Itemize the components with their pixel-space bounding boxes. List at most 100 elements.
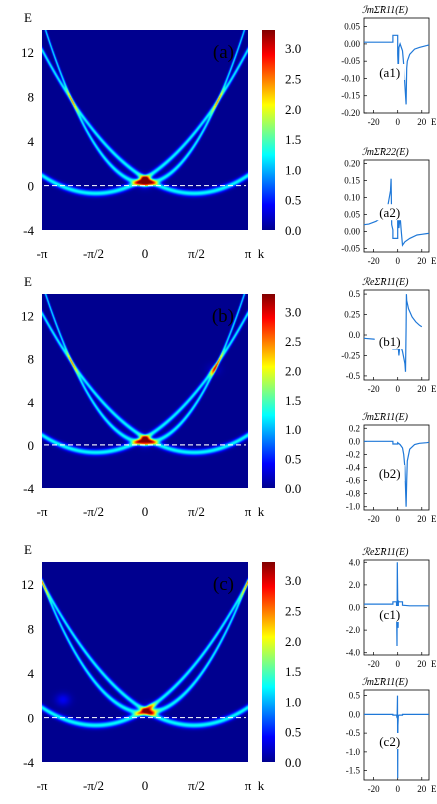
y-tick-label: 8 [28,352,35,367]
colorbar-tick-label: 0.0 [285,223,301,238]
line-panel-6: ℐmΣ̃R11(E)0.5 0.0 -0.5 -1.0 -1.5 -20 0 20 E (c2) [346,677,437,794]
heatmap-panel-1: (a) 12 8 4 0 -4 E -π -π/2 0 π/2 π k 3.0 2.5 2.0 1.5 1.0 0.… [21,10,301,261]
y-tick-label: -4 [23,481,34,496]
y-tick-label: 0.0 [349,330,361,340]
heatmap-image [42,30,248,230]
colorbar-tick-label: 1.0 [285,694,301,709]
y-tick-label: -0.5 [346,728,361,738]
x-axis-label: E [431,514,437,524]
colorbar-tick-label: 0.5 [285,725,301,740]
y-tick-label: -0.05 [341,244,360,254]
y-axis-label: E [24,274,32,289]
y-tick-label: -1.5 [346,766,361,776]
panel-label-box [374,64,405,80]
x-tick-label: -π/2 [83,246,104,261]
x-tick-label: 20 [417,784,427,794]
y-tick-label: -0.8 [346,489,361,499]
heatmap-panel-2: (b) 12 8 4 0 -4 E -π -π/2 0 π/2 π k 3.0 2.5 2.0 1.5 1.0 0.… [21,274,301,519]
colorbar [262,30,275,230]
series-line [364,440,430,507]
colorbar-tick-label: 1.0 [285,422,301,437]
panel-label-box [374,606,405,622]
x-tick-label: π [245,778,252,793]
panel-label-box [374,733,405,749]
x-tick-label: 0 [142,246,149,261]
heatmap-panel-3: (c) 12 8 4 0 -4 E -π -π/2 0 π/2 π k 3.0 2.5 2.0 1.5 1.0 0.… [21,542,301,793]
plot-title: ℐmΣ̃R11(E) [362,5,409,16]
y-tick-label: 0.5 [349,691,361,701]
y-tick-label: -0.05 [341,56,360,66]
y-tick-label: 0.0 [349,436,361,446]
line-panel-5: ℛeΣ̃R11(E)4.0 2.0 0.0 -2.0 -4.0 -20 0 20 E (c1) [346,547,437,669]
y-tick-label: 0.0 [349,603,361,613]
x-tick-label: 0 [395,117,400,127]
colorbar-tick-label: 0.0 [285,481,301,496]
y-tick-label: 4 [28,395,35,410]
colorbar-tick-label: 3.0 [285,41,301,56]
x-axis-label: k [258,778,265,793]
panel-label-box [374,333,405,349]
panel-label: (a2) [379,205,400,220]
x-tick-label: -20 [368,117,380,127]
panel-label: (a1) [379,65,400,80]
panel-label: (a) [213,42,234,63]
panel-label-box [374,465,405,481]
panel-label: (b) [212,306,234,327]
colorbar-tick-label: 0.5 [285,193,301,208]
y-tick-label: -4 [23,223,34,238]
x-tick-label: 20 [417,117,427,127]
y-axis-label: E [24,10,32,25]
x-tick-label: 20 [417,659,427,669]
y-tick-label: -4 [23,755,34,770]
x-tick-label: -20 [368,514,380,524]
y-tick-label: 0 [28,438,35,453]
line-panel-1: ℐmΣ̃R11(E)0.05 0.00 -0.05 -0.10 -0.15 -0.20 -2… [341,5,437,127]
y-tick-label: -0.10 [341,73,360,83]
y-tick-label: 0.00 [344,227,360,237]
plot-title: ℐmΣ̃R11(E) [362,412,409,423]
plot-title: ℛeΣ̃R11(E) [362,277,409,288]
colorbar-tick-label: 3.0 [285,305,301,320]
x-tick-label: -π [37,246,48,261]
y-tick-label: 0.05 [344,22,360,32]
y-tick-label: 8 [28,90,35,105]
x-tick-label: -π/2 [83,504,104,519]
x-tick-label: π/2 [188,504,205,519]
y-tick-label: 4 [28,666,35,681]
x-tick-label: -20 [368,256,380,266]
x-axis-label: E [431,256,437,266]
x-tick-label: -20 [368,384,380,394]
x-tick-label: 0 [142,504,149,519]
y-tick-label: -0.4 [346,463,361,473]
x-tick-label: 0 [395,384,400,394]
y-tick-label: 0.15 [344,175,360,185]
colorbar-tick-label: 0.5 [285,452,301,467]
panel-label: (b1) [379,334,401,349]
line-panel-3: ℛeΣ̃R11(E)0.5 0.25 0.0 -0.25 -0.5 -20 0 20 E (b1) [341,277,437,394]
x-axis-label: E [431,117,437,127]
x-tick-label: -π [37,504,48,519]
y-tick-label: 2.0 [349,580,361,590]
colorbar-tick-label: 1.0 [285,162,301,177]
colorbar-tick-label: 3.0 [285,573,301,588]
colorbar-tick-label: 1.5 [285,132,301,147]
colorbar [262,294,275,488]
y-tick-label: -0.20 [341,108,360,118]
x-tick-label: 0 [142,778,149,793]
y-tick-label: -4.0 [346,648,361,658]
x-tick-label: 20 [417,256,427,266]
y-tick-label: 0 [28,711,35,726]
colorbar-tick-label: 1.5 [285,664,301,679]
x-axis-label: k [258,246,265,261]
x-tick-label: 0 [395,659,400,669]
panel-label: (b2) [379,466,401,481]
y-tick-label: 0.05 [344,210,360,220]
x-tick-label: π [245,246,252,261]
x-tick-label: -20 [368,784,380,794]
x-tick-label: -π/2 [83,778,104,793]
x-axis-label: k [258,504,265,519]
x-tick-label: π/2 [188,246,205,261]
colorbar-tick-label: 2.0 [285,363,301,378]
